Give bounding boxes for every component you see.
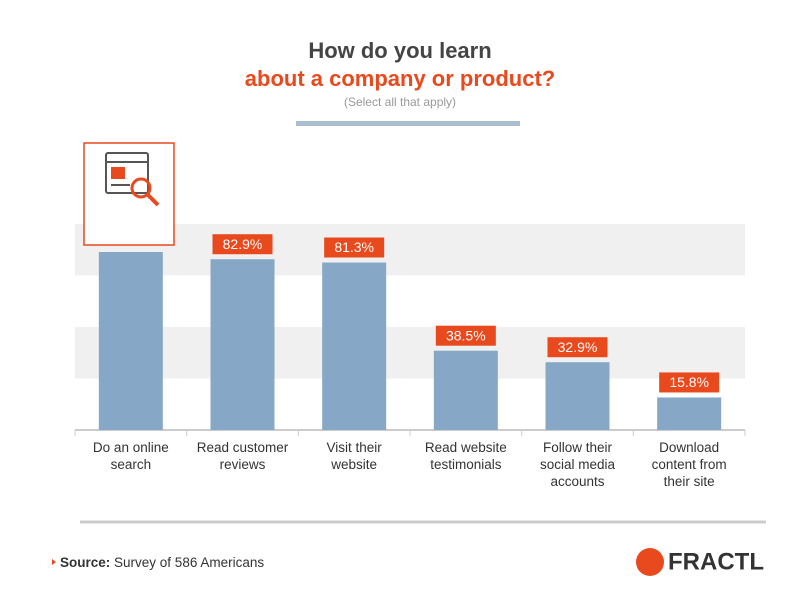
- value-label: 15.8%: [669, 374, 709, 390]
- source-bullet: [52, 559, 56, 565]
- bar: [98, 252, 163, 430]
- band: [75, 327, 745, 379]
- source-label: Source:: [60, 555, 111, 570]
- source: Source: Survey of 586 Americans: [60, 555, 264, 570]
- value-label: 82.9%: [223, 236, 263, 252]
- value-label: 38.5%: [446, 327, 486, 343]
- search-icon: [105, 152, 160, 207]
- value-label-bg: [435, 325, 496, 346]
- bar: [545, 362, 610, 430]
- value-label: 32.9%: [558, 339, 598, 355]
- value-label-bg: [659, 372, 720, 393]
- value-label-bg: [547, 337, 608, 358]
- x-tick-label: Do an online search: [92, 440, 169, 472]
- x-tick-label: Download content from their site: [651, 440, 727, 489]
- x-tick-label: Visit their website: [326, 440, 382, 472]
- value-label: 81.3%: [334, 239, 374, 255]
- x-tick-label: Follow their social media accounts: [539, 440, 616, 489]
- logo: FRACTL: [668, 548, 764, 575]
- value-label-bg: [212, 234, 273, 255]
- title-rule: [296, 121, 520, 126]
- chart-subtitle: (Select all that apply): [344, 95, 456, 109]
- bar: [657, 397, 722, 430]
- chart-title: How do you learn: [308, 38, 491, 63]
- bar: [433, 350, 498, 430]
- bar: [322, 262, 387, 430]
- x-tick-label: Read website testimonials: [424, 440, 507, 472]
- logo-icon: [636, 548, 664, 576]
- band: [75, 224, 745, 276]
- bar: [210, 259, 275, 430]
- value-label-bg: [324, 237, 385, 258]
- source-text: Survey of 586 Americans: [114, 555, 265, 570]
- chart-title-highlight: about a company or product?: [245, 66, 555, 91]
- x-tick-label: Read customer reviews: [196, 440, 289, 472]
